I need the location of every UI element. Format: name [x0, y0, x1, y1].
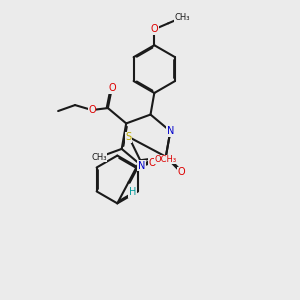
Text: O: O — [177, 167, 185, 177]
Text: O: O — [88, 105, 96, 115]
Text: S: S — [126, 132, 132, 142]
Text: O: O — [148, 158, 156, 167]
Text: O: O — [108, 83, 116, 93]
Text: H: H — [129, 187, 136, 197]
Text: CH₃: CH₃ — [92, 153, 107, 162]
Text: N: N — [167, 126, 174, 136]
Text: CH₃: CH₃ — [174, 13, 190, 22]
Text: N: N — [138, 160, 145, 170]
Text: O: O — [151, 24, 158, 34]
Text: OCH₃: OCH₃ — [155, 155, 177, 164]
